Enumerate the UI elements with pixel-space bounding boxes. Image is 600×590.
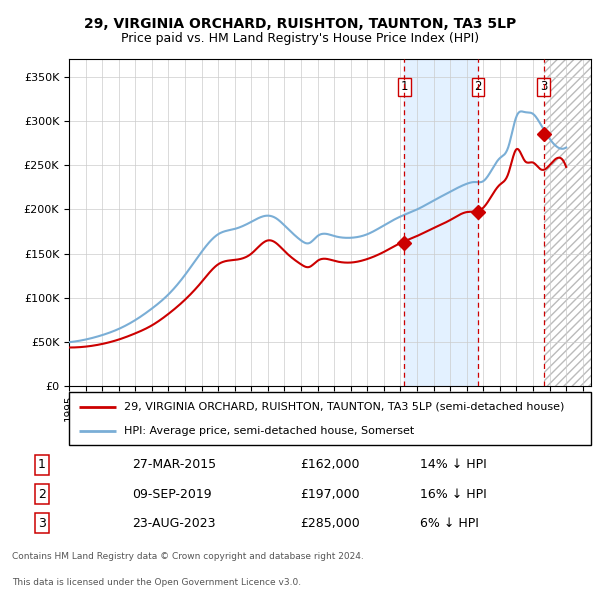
Text: 1: 1 xyxy=(38,458,46,471)
Text: 1: 1 xyxy=(400,80,408,93)
Text: This data is licensed under the Open Government Licence v3.0.: This data is licensed under the Open Gov… xyxy=(12,578,301,587)
Bar xyxy=(404,59,478,386)
Text: £162,000: £162,000 xyxy=(300,458,359,471)
Text: 23-AUG-2023: 23-AUG-2023 xyxy=(132,517,215,530)
FancyBboxPatch shape xyxy=(69,392,591,445)
Text: 2: 2 xyxy=(38,487,46,501)
Text: 16% ↓ HPI: 16% ↓ HPI xyxy=(420,487,487,501)
Text: 27-MAR-2015: 27-MAR-2015 xyxy=(132,458,216,471)
Bar xyxy=(544,59,591,386)
Text: Price paid vs. HM Land Registry's House Price Index (HPI): Price paid vs. HM Land Registry's House … xyxy=(121,32,479,45)
Text: 3: 3 xyxy=(38,517,46,530)
Text: Contains HM Land Registry data © Crown copyright and database right 2024.: Contains HM Land Registry data © Crown c… xyxy=(12,552,364,561)
Text: 09-SEP-2019: 09-SEP-2019 xyxy=(132,487,212,501)
Bar xyxy=(544,59,591,386)
Text: 6% ↓ HPI: 6% ↓ HPI xyxy=(420,517,479,530)
Text: 29, VIRGINIA ORCHARD, RUISHTON, TAUNTON, TA3 5LP: 29, VIRGINIA ORCHARD, RUISHTON, TAUNTON,… xyxy=(84,17,516,31)
Text: 3: 3 xyxy=(540,80,547,93)
Text: £197,000: £197,000 xyxy=(300,487,359,501)
Text: HPI: Average price, semi-detached house, Somerset: HPI: Average price, semi-detached house,… xyxy=(124,426,414,436)
Text: 29, VIRGINIA ORCHARD, RUISHTON, TAUNTON, TA3 5LP (semi-detached house): 29, VIRGINIA ORCHARD, RUISHTON, TAUNTON,… xyxy=(124,402,564,412)
Text: 14% ↓ HPI: 14% ↓ HPI xyxy=(420,458,487,471)
Text: £285,000: £285,000 xyxy=(300,517,360,530)
Text: 2: 2 xyxy=(475,80,482,93)
